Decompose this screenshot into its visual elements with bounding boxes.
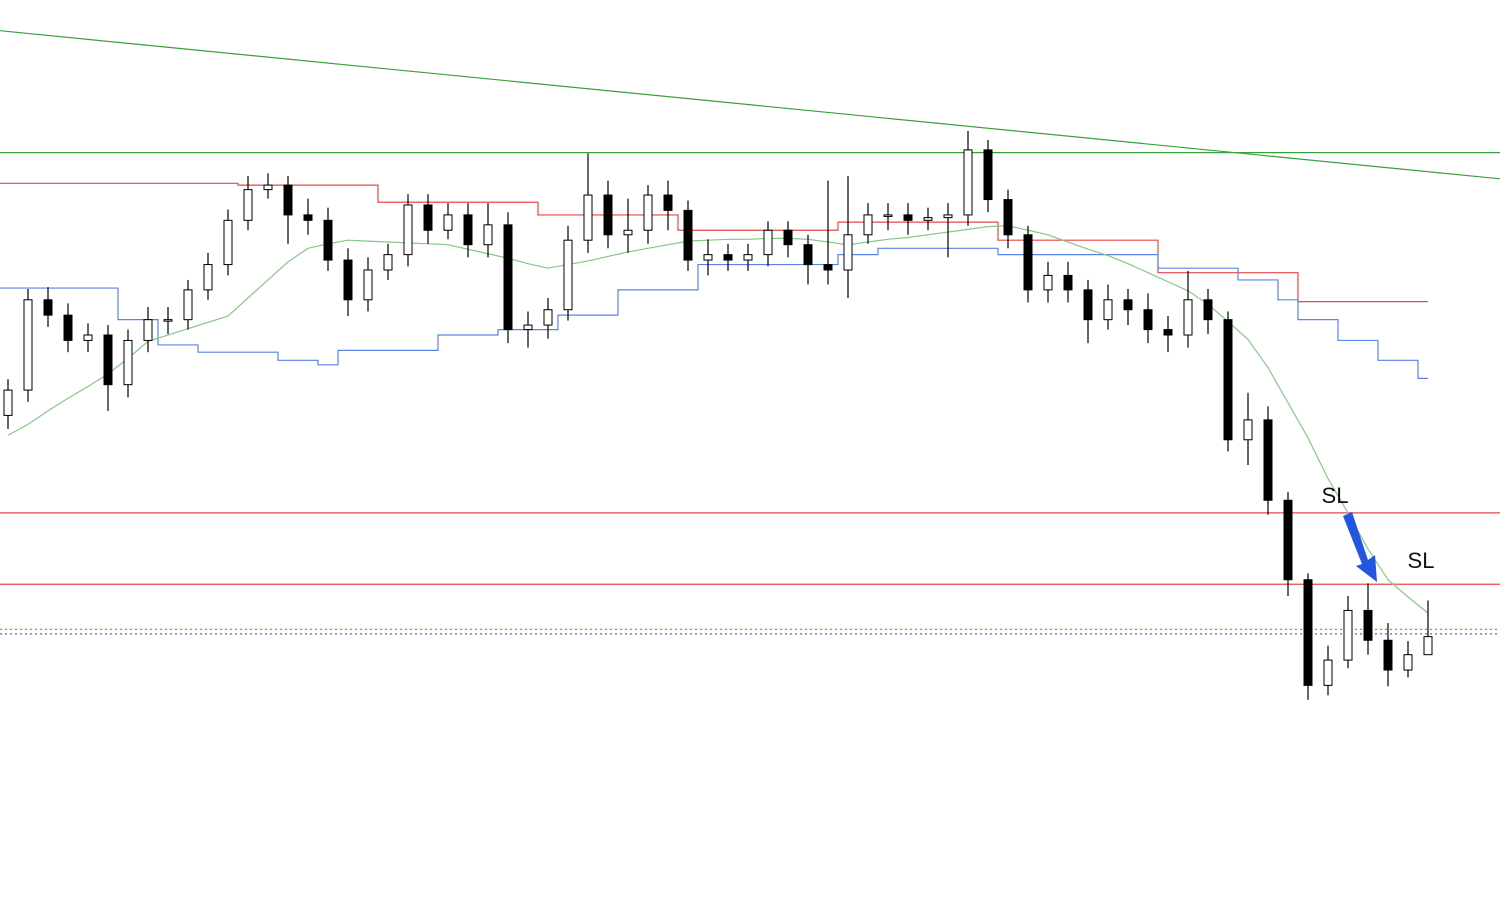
candle-body [603, 194, 613, 236]
candle-body [1083, 289, 1093, 321]
candle-body [1123, 299, 1133, 311]
candle-body [1063, 274, 1073, 291]
candle-body [1223, 319, 1233, 441]
candle-body [303, 214, 313, 221]
candle-body [323, 219, 333, 261]
candle-body [883, 214, 893, 217]
candle-body [1283, 499, 1293, 581]
candle-body [83, 334, 93, 341]
upper-line [0, 182, 1428, 303]
candle-body [1243, 419, 1253, 441]
trendline [0, 30, 1500, 180]
candle-body [263, 184, 273, 191]
candle-body [983, 149, 993, 201]
candle-body [1303, 579, 1313, 686]
candle-body [423, 204, 433, 231]
candle-body [23, 299, 33, 391]
candle-body [363, 269, 373, 301]
candle-body [403, 204, 413, 256]
candle-body [1103, 299, 1113, 321]
candle-body [923, 217, 933, 221]
candle-body [1183, 299, 1193, 336]
candle-body [3, 389, 13, 416]
candle-body [1043, 274, 1053, 291]
candle-body [703, 254, 713, 261]
candle-body [1323, 659, 1333, 686]
candle-body [1003, 199, 1013, 236]
candle-body [1403, 654, 1413, 671]
candle-body [943, 214, 953, 219]
candle-body [463, 214, 473, 246]
plot [0, 30, 1500, 700]
candle-body [763, 229, 773, 256]
candle-body [123, 339, 133, 386]
candle-body [503, 224, 513, 331]
candle-body [443, 214, 453, 231]
candle-body [583, 194, 593, 241]
candle-body [623, 229, 633, 236]
candle-body [63, 314, 73, 341]
candle-body [1143, 309, 1153, 331]
candle-body [723, 254, 733, 261]
candle-body [203, 264, 213, 291]
candle-body [283, 184, 293, 216]
candle-body [1363, 609, 1373, 641]
candle-body [483, 224, 493, 246]
candle-body [563, 239, 573, 311]
candle-body [963, 149, 973, 216]
candle-body [143, 319, 153, 341]
candle-body [643, 194, 653, 231]
candle-body [1023, 234, 1033, 291]
candle-body [1423, 636, 1433, 656]
arrow [1343, 512, 1377, 582]
candle-body [903, 214, 913, 221]
candle-body [1203, 299, 1213, 321]
candle-body [863, 214, 873, 236]
candle-body [683, 209, 693, 261]
candle-body [343, 259, 353, 301]
candle-body [1383, 639, 1393, 671]
candle-body [1163, 329, 1173, 336]
candle-body [43, 299, 53, 316]
candle-body [783, 229, 793, 246]
candle-body [823, 264, 833, 271]
candle-body [803, 244, 813, 266]
annotation: SL [1408, 548, 1435, 573]
candle-body [843, 234, 853, 271]
candle-body [243, 189, 253, 221]
candle-body [1263, 419, 1273, 501]
candle-body [163, 319, 173, 322]
annotation: SL [1322, 483, 1349, 508]
moving-average [7, 225, 1429, 614]
candle-body [743, 254, 753, 261]
candle-body [543, 309, 553, 326]
candle-body [383, 254, 393, 271]
candle-body [523, 324, 533, 331]
candle-body [1343, 609, 1353, 661]
candle-body [183, 289, 193, 321]
candle-body [223, 219, 233, 266]
candle-body [663, 194, 673, 211]
candle-body [103, 334, 113, 386]
